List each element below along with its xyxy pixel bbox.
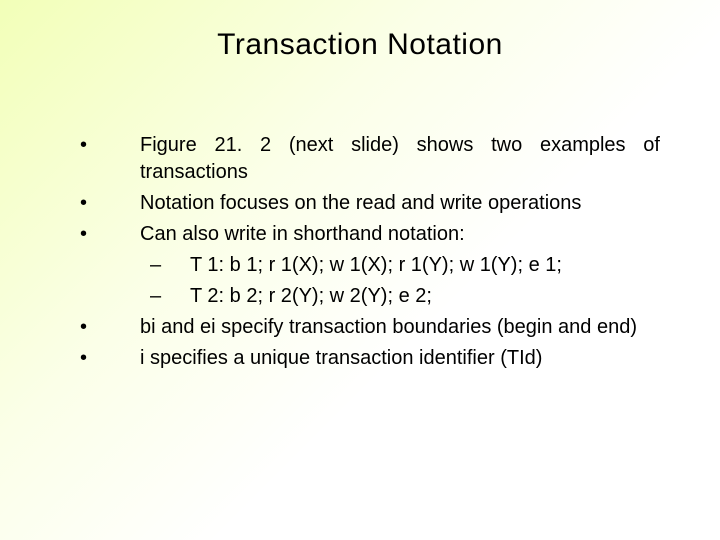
sub-bullet-item: – T 1: b 1; r 1(X); w 1(X); r 1(Y); w 1(… (80, 252, 660, 279)
sub-bullet-text: T 1: b 1; r 1(X); w 1(X); r 1(Y); w 1(Y)… (190, 252, 660, 279)
bullet-text: Figure 21. 2 (next slide) shows two exam… (140, 132, 660, 186)
bullet-text: i specifies a unique transaction identif… (140, 345, 660, 372)
sub-bullet-item: – T 2: b 2; r 2(Y); w 2(Y); e 2; (80, 283, 660, 310)
bullet-item: • Can also write in shorthand notation: (80, 221, 660, 248)
sub-bullet-marker: – (140, 252, 190, 279)
slide: Transaction Notation • Figure 21. 2 (nex… (0, 0, 720, 540)
sub-bullet-text: T 2: b 2; r 2(Y); w 2(Y); e 2; (190, 283, 660, 310)
bullet-item: • bi and ei specify transaction boundari… (80, 314, 660, 341)
slide-title: Transaction Notation (60, 28, 660, 62)
bullet-marker: • (80, 132, 140, 159)
bullet-text: Can also write in shorthand notation: (140, 221, 660, 248)
bullet-item: • Notation focuses on the read and write… (80, 190, 660, 217)
bullet-item: • Figure 21. 2 (next slide) shows two ex… (80, 132, 660, 186)
bullet-marker: • (80, 190, 140, 217)
bullet-text: bi and ei specify transaction boundaries… (140, 314, 660, 341)
bullet-marker: • (80, 345, 140, 372)
bullet-text: Notation focuses on the read and write o… (140, 190, 660, 217)
sub-bullet-marker: – (140, 283, 190, 310)
slide-content: • Figure 21. 2 (next slide) shows two ex… (60, 132, 660, 372)
bullet-item: • i specifies a unique transaction ident… (80, 345, 660, 372)
bullet-marker: • (80, 314, 140, 341)
bullet-marker: • (80, 221, 140, 248)
